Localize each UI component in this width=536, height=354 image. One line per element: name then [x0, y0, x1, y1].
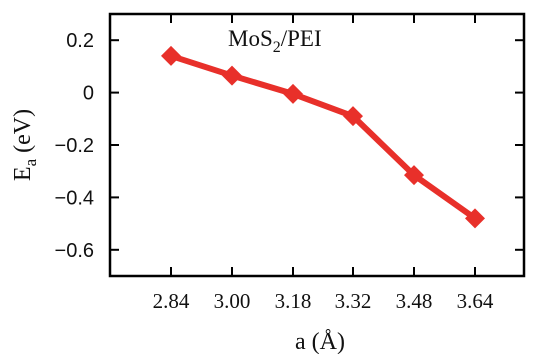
y-axis-title: Ea (eV): [10, 109, 40, 181]
x-axis-title: a (Å): [295, 329, 345, 354]
x-tick-label: 3.32: [335, 289, 372, 313]
annotation-sub: 2: [273, 39, 281, 56]
annotation-suffix: /PEI: [281, 26, 322, 51]
y-axis-ticks: 0.2 0 −0.2 −0.4 −0.6: [55, 30, 524, 262]
y-tick-label: 0.2: [66, 30, 94, 52]
data-point: [404, 165, 424, 186]
x-tick-label: 3.00: [214, 289, 251, 313]
y-tick-label: −0.6: [55, 240, 94, 262]
data-point: [465, 208, 485, 229]
data-point: [222, 65, 242, 86]
data-point: [283, 83, 303, 104]
x-tick-label: 3.48: [396, 289, 433, 313]
y-axis-title-sub: a: [21, 158, 40, 166]
annotation-main: MoS: [228, 26, 273, 51]
x-tick-label: 3.18: [275, 289, 312, 313]
series-line: [170, 53, 477, 221]
y-axis-title-main: E: [10, 166, 36, 181]
y-tick-label: 0: [83, 83, 94, 105]
y-tick-label: −0.2: [55, 135, 94, 157]
data-point: [161, 45, 181, 66]
series-layer: [161, 45, 485, 229]
x-tick-label: 2.84: [153, 289, 190, 313]
y-axis-title-suffix: (eV): [10, 109, 36, 159]
annotation-label: MoS2/PEI: [228, 26, 322, 56]
x-tick-label: 3.64: [457, 289, 494, 313]
x-axis-ticks: 2.84 3.00 3.18 3.32 3.48 3.64: [153, 14, 494, 313]
data-point: [343, 106, 363, 127]
y-tick-label: −0.4: [55, 187, 94, 209]
